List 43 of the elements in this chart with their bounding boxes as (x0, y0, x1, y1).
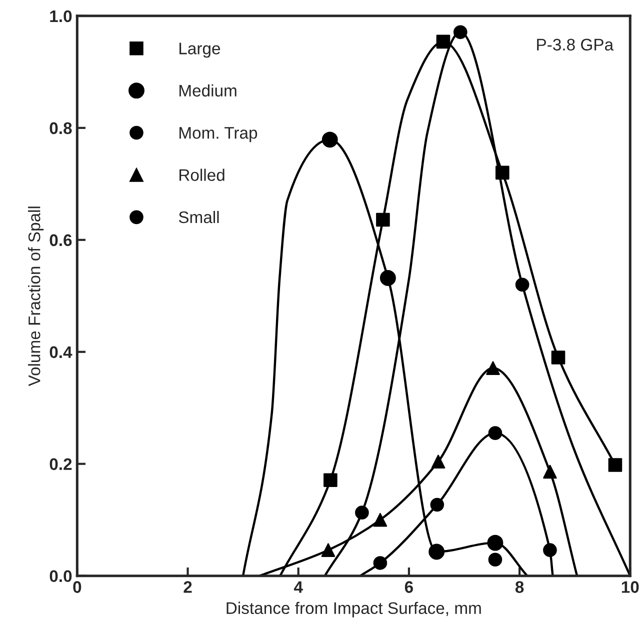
point (543, 543, 557, 557)
point (486, 361, 500, 376)
y-tick-label: 0.6 (50, 234, 72, 246)
legend-label: Mom. Trap (180, 127, 258, 142)
point (436, 34, 450, 49)
point (488, 552, 502, 567)
point (373, 512, 388, 527)
x-tick-label: 4 (294, 581, 303, 593)
y-tick-label: 0.0 (50, 570, 72, 582)
legend-label: Small (178, 210, 219, 224)
x-tick-label: 2 (184, 581, 192, 593)
y-tick-label: 0.4 (50, 346, 72, 358)
point (324, 473, 338, 488)
x-tick-label: 8 (515, 581, 524, 593)
point (376, 212, 390, 227)
point (453, 25, 468, 40)
point (551, 350, 566, 364)
point (428, 544, 445, 560)
point (431, 454, 446, 469)
point (487, 534, 504, 551)
x-tick-label: 6 (404, 581, 413, 593)
point (430, 498, 444, 512)
point (515, 278, 530, 292)
point (373, 556, 388, 570)
x-tick-label: 10 (622, 581, 639, 593)
y-tick-label: 0.2 (50, 458, 72, 470)
x-tick-label: 0 (73, 581, 82, 593)
point (543, 464, 557, 479)
point (380, 270, 396, 286)
y-axis-title: Volume Fraction of Spall (28, 206, 44, 386)
point (495, 166, 510, 180)
legend-label: Medium (180, 84, 236, 97)
annotation: P-3.8 GPa (537, 38, 614, 51)
y-tick-label: 1.0 (50, 10, 72, 22)
point (321, 543, 336, 557)
point (355, 506, 369, 520)
point (608, 458, 622, 472)
point (322, 132, 338, 148)
legend-label: Large (180, 42, 220, 58)
x-axis-title: Distance from Impact Surface, mm (226, 602, 481, 618)
y-tick-label: 0.8 (50, 122, 72, 134)
legend-label: Rolled (180, 168, 224, 181)
point (488, 426, 502, 440)
